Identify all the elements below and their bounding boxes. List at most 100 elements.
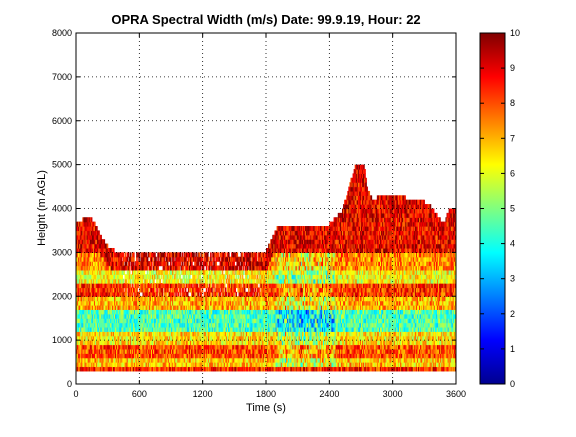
heatmap-cell <box>104 305 107 311</box>
heatmap-cell <box>104 322 107 328</box>
heatmap-cell <box>104 362 107 368</box>
heatmap-cell <box>140 340 143 346</box>
heatmap-cell <box>136 366 138 372</box>
heatmap-cell <box>135 322 137 328</box>
heatmap-cell <box>90 261 93 267</box>
heatmap-cell <box>101 305 103 311</box>
heatmap-cell <box>95 344 97 350</box>
heatmap-cell <box>172 326 174 332</box>
heatmap-cell <box>213 283 215 289</box>
heatmap-cell <box>126 256 129 262</box>
heatmap-cell <box>167 278 170 284</box>
heatmap-cell <box>83 217 86 223</box>
heatmap-cell <box>99 243 101 249</box>
heatmap-cell <box>104 265 107 271</box>
heatmap-cell <box>115 331 117 337</box>
heatmap-cell <box>145 326 148 332</box>
heatmap-cell <box>124 283 127 289</box>
heatmap-cell <box>90 313 93 319</box>
heatmap-cell <box>90 230 93 236</box>
heatmap-cell <box>145 348 148 354</box>
heatmap-cell <box>105 247 108 253</box>
heatmap-cell <box>98 362 100 368</box>
heatmap-cell <box>102 283 105 289</box>
heatmap-cell <box>120 309 122 315</box>
heatmap-cell <box>80 261 82 267</box>
heatmap-cell <box>85 300 88 306</box>
heatmap-cell <box>120 256 122 262</box>
heatmap-cell <box>150 269 153 275</box>
heatmap-cell <box>88 300 91 306</box>
heatmap-cell <box>148 309 151 315</box>
heatmap-cell <box>86 261 89 267</box>
heatmap-cell <box>166 283 169 289</box>
heatmap-cell <box>141 278 144 284</box>
heatmap-cell <box>84 344 87 350</box>
heatmap-cell <box>135 348 137 354</box>
heatmap-cell <box>88 252 91 258</box>
heatmap-cell <box>121 335 124 341</box>
heatmap-cell <box>134 296 136 302</box>
heatmap-cell <box>91 357 94 363</box>
heatmap-cell <box>157 331 159 337</box>
heatmap-cell <box>112 252 115 258</box>
heatmap-cell <box>86 239 89 245</box>
heatmap-cell <box>241 274 244 280</box>
heatmap-cell <box>111 269 114 275</box>
heatmap-cell <box>80 344 82 350</box>
heatmap-cell <box>149 265 152 271</box>
heatmap-cell <box>116 269 118 275</box>
heatmap-cell <box>160 344 163 350</box>
heatmap-cell <box>109 362 112 368</box>
heatmap-cell <box>89 309 92 315</box>
heatmap-cell <box>156 269 158 275</box>
heatmap-cell <box>100 291 102 297</box>
heatmap-cell <box>171 326 173 332</box>
heatmap-cell <box>99 278 101 284</box>
heatmap-cell <box>102 313 105 319</box>
heatmap-cell <box>88 318 91 324</box>
heatmap-cell <box>164 283 167 289</box>
heatmap-cell <box>163 326 166 332</box>
heatmap-cell <box>99 313 101 319</box>
heatmap-cell <box>197 291 200 297</box>
heatmap-cell <box>135 313 137 319</box>
heatmap-cell <box>171 287 173 293</box>
heatmap-cell <box>100 247 102 253</box>
heatmap-cell <box>137 278 139 284</box>
heatmap-cell <box>166 296 169 302</box>
heatmap-cell <box>120 252 122 258</box>
heatmap-cell <box>121 252 124 258</box>
heatmap-cell <box>169 261 172 267</box>
heatmap-cell <box>173 335 175 341</box>
heatmap-cell <box>123 366 126 372</box>
heatmap-cell <box>76 348 78 354</box>
heatmap-cell <box>116 305 118 311</box>
heatmap-cell <box>142 340 145 346</box>
heatmap-cell <box>165 362 168 368</box>
heatmap-cell <box>181 252 184 258</box>
heatmap-cell <box>96 291 98 297</box>
heatmap-cell <box>76 243 78 249</box>
heatmap-cell <box>167 322 170 328</box>
heatmap-cell <box>130 357 133 363</box>
heatmap-cell <box>107 348 110 354</box>
heatmap-cell <box>79 247 81 253</box>
heatmap-cell <box>117 353 119 359</box>
heatmap-cell <box>152 309 154 315</box>
heatmap-cell <box>162 265 165 271</box>
heatmap-cell <box>139 305 141 311</box>
heatmap-cell <box>87 283 90 289</box>
heatmap-cell <box>242 265 245 271</box>
heatmap-cell <box>144 252 147 258</box>
heatmap-cell <box>146 256 149 262</box>
heatmap-cell <box>79 348 81 354</box>
heatmap-cell <box>120 326 122 332</box>
heatmap-cell <box>115 296 117 302</box>
heatmap-cell <box>185 274 188 280</box>
heatmap-cell <box>123 300 126 306</box>
heatmap-cell <box>101 366 103 372</box>
heatmap-cell <box>97 265 99 271</box>
heatmap-cell <box>142 313 145 319</box>
heatmap-cell <box>143 331 146 337</box>
